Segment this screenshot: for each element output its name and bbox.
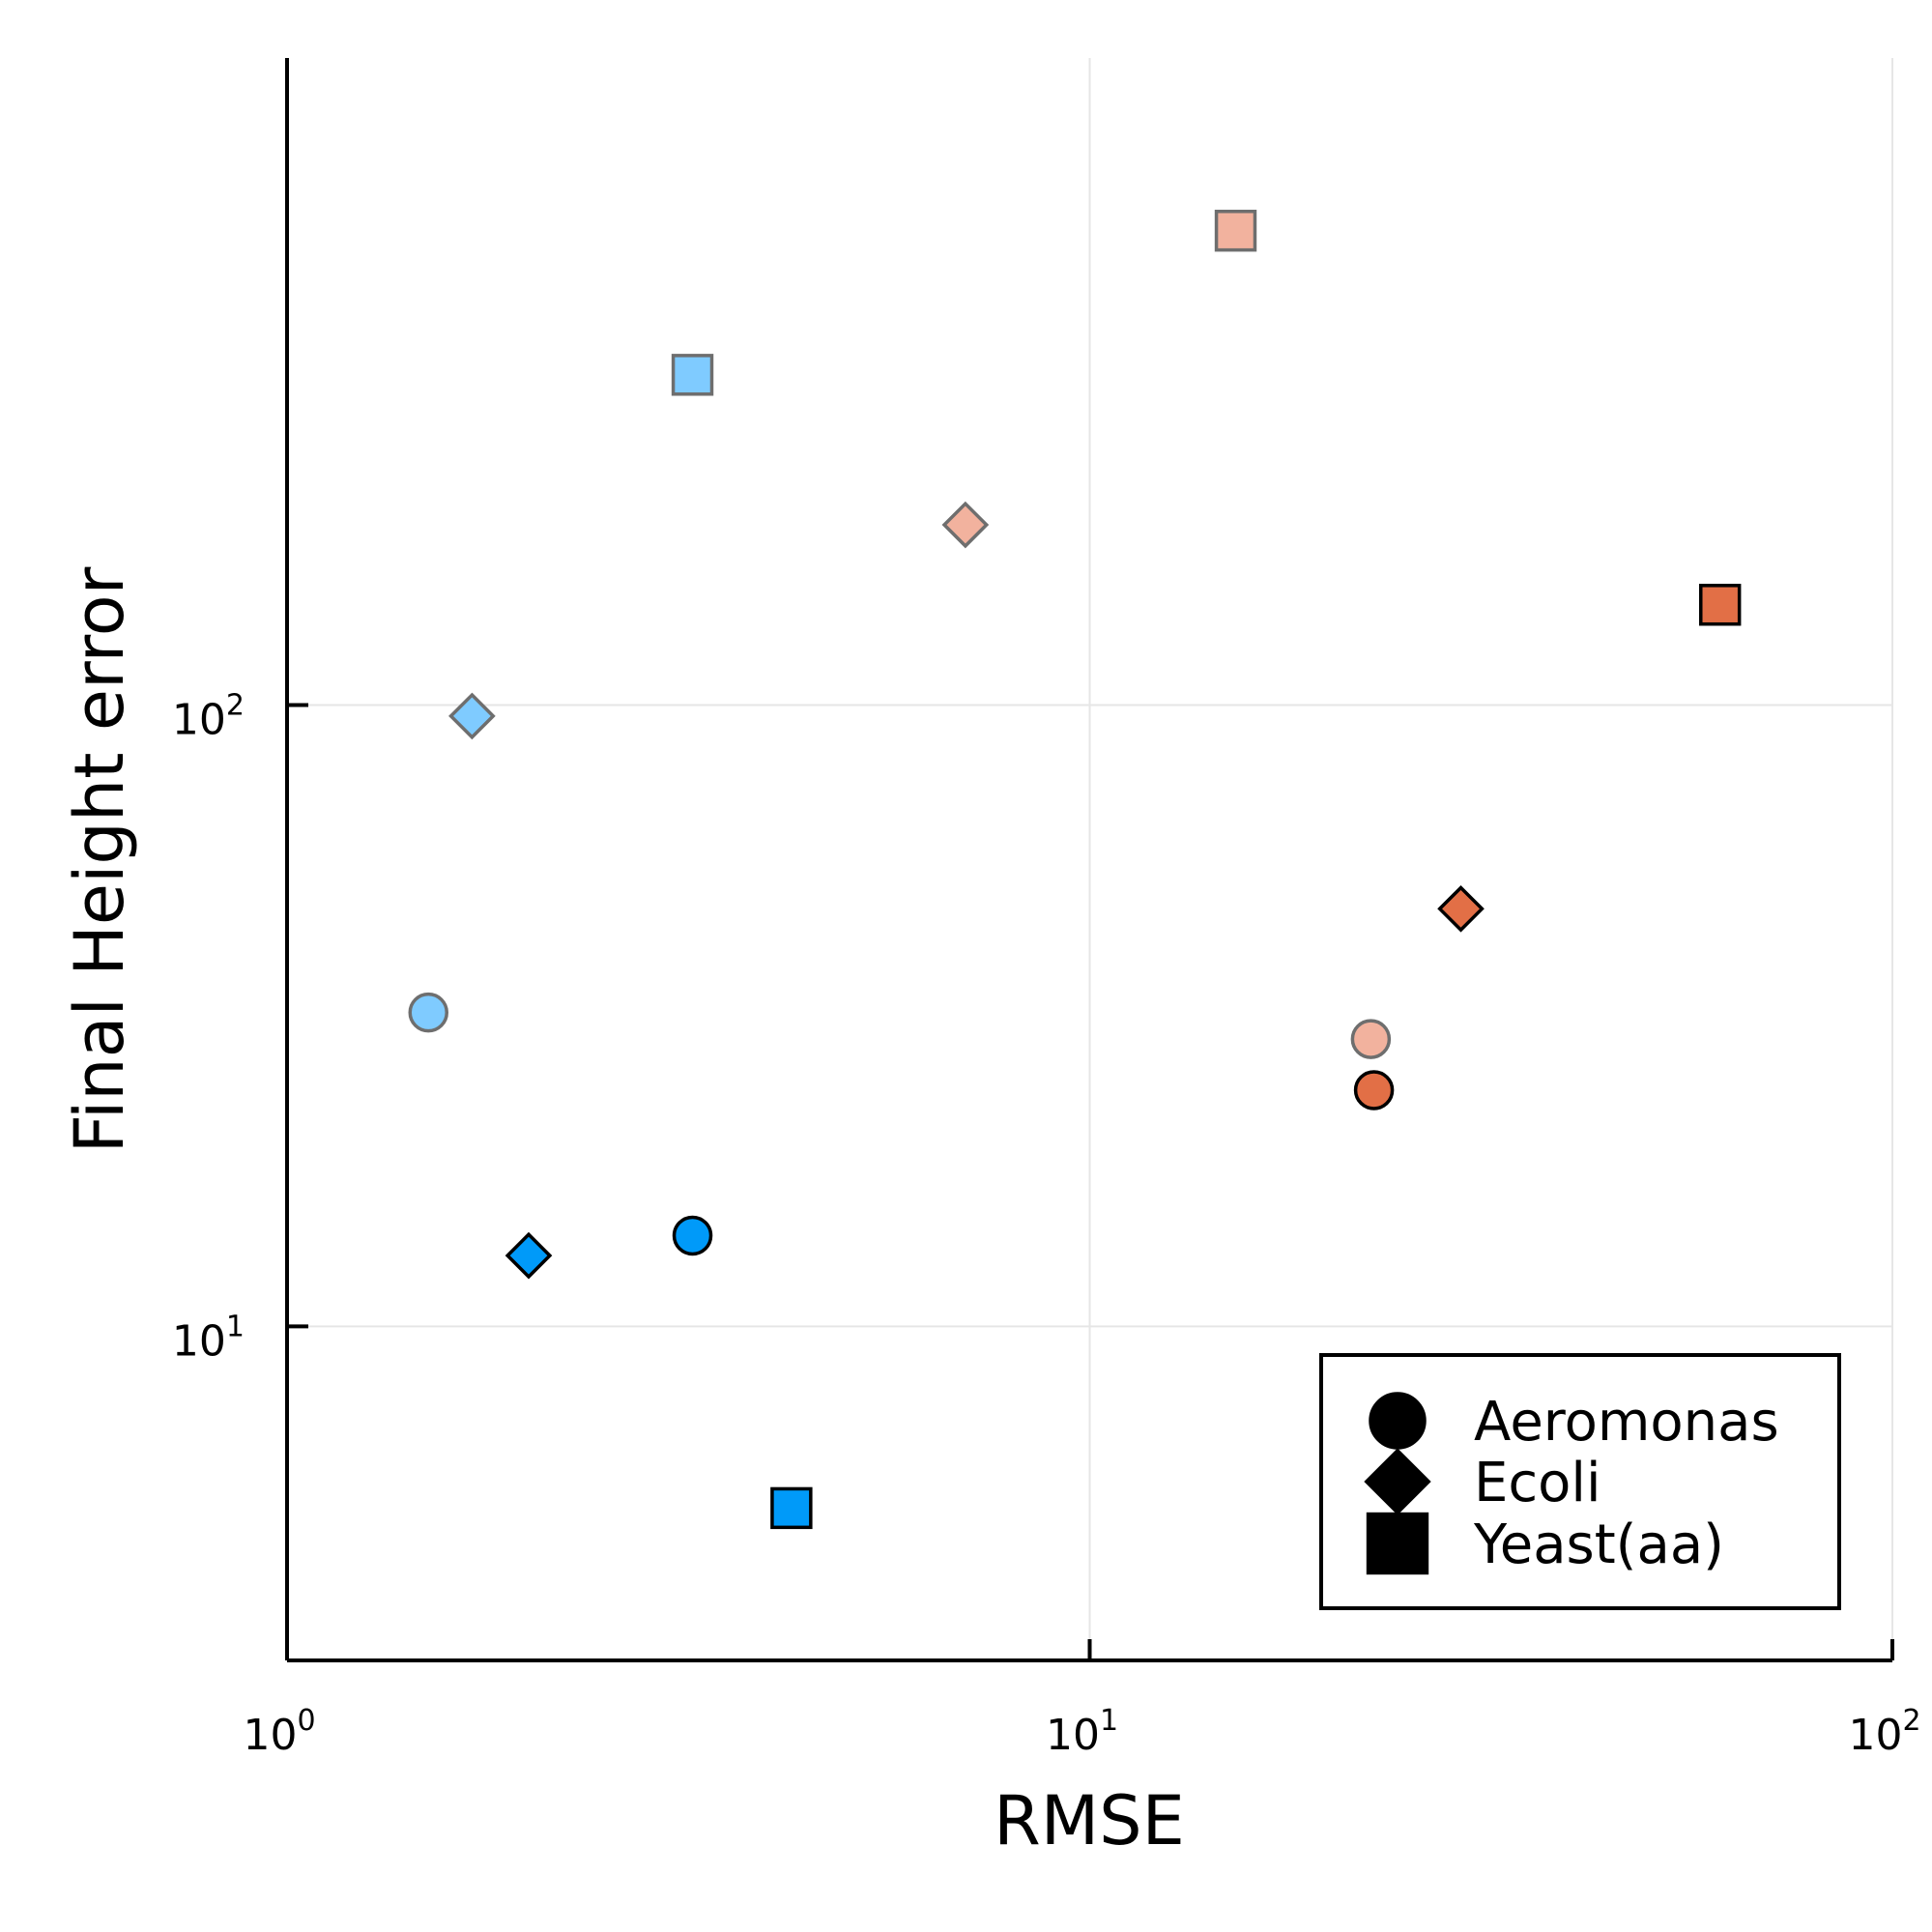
y-axis-title: Final Height error [60,566,139,1153]
y-tick-exponent: 1 [226,1310,245,1343]
legend-label: Yeast(aa) [1473,1514,1724,1576]
legend-label: Aeromonas [1474,1391,1779,1454]
legend-marker-circle [1369,1392,1427,1450]
y-tick-base: 10 [172,695,226,744]
legend-marker-square [1366,1512,1429,1575]
x-tick-base: 10 [1046,1711,1100,1760]
x-tick-base: 10 [1848,1711,1902,1760]
legend-label: Ecoli [1474,1452,1601,1514]
y-tick-label: 102 [172,688,245,744]
x-tick-label: 100 [243,1704,315,1760]
y-tick-base: 10 [172,1316,226,1366]
data-point-square [671,354,714,396]
data-point-diamond [505,1231,553,1280]
x-axis-title: RMSE [994,1781,1185,1860]
data-point-circle [1353,1070,1395,1110]
y-tick-exponent: 2 [226,688,245,722]
x-tick-label: 101 [1046,1704,1118,1760]
data-points [408,209,1742,1530]
x-tick-label: 102 [1848,1704,1920,1760]
tick-marks [285,703,1894,1660]
x-tick-exponent: 2 [1902,1704,1920,1738]
data-point-diamond [448,692,496,740]
data-point-diamond [941,501,990,549]
data-point-diamond [1437,884,1485,933]
data-point-circle [1350,1019,1392,1059]
data-point-circle [408,992,448,1033]
grid-lines [287,58,1893,1660]
data-point-circle [672,1215,713,1256]
data-point-square [770,1486,813,1530]
x-tick-exponent: 0 [297,1704,315,1738]
y-tick-label: 101 [172,1310,245,1366]
data-point-square [1214,209,1257,252]
x-tick-base: 10 [243,1711,297,1760]
data-point-square [1699,584,1742,626]
x-tick-exponent: 1 [1100,1704,1118,1738]
